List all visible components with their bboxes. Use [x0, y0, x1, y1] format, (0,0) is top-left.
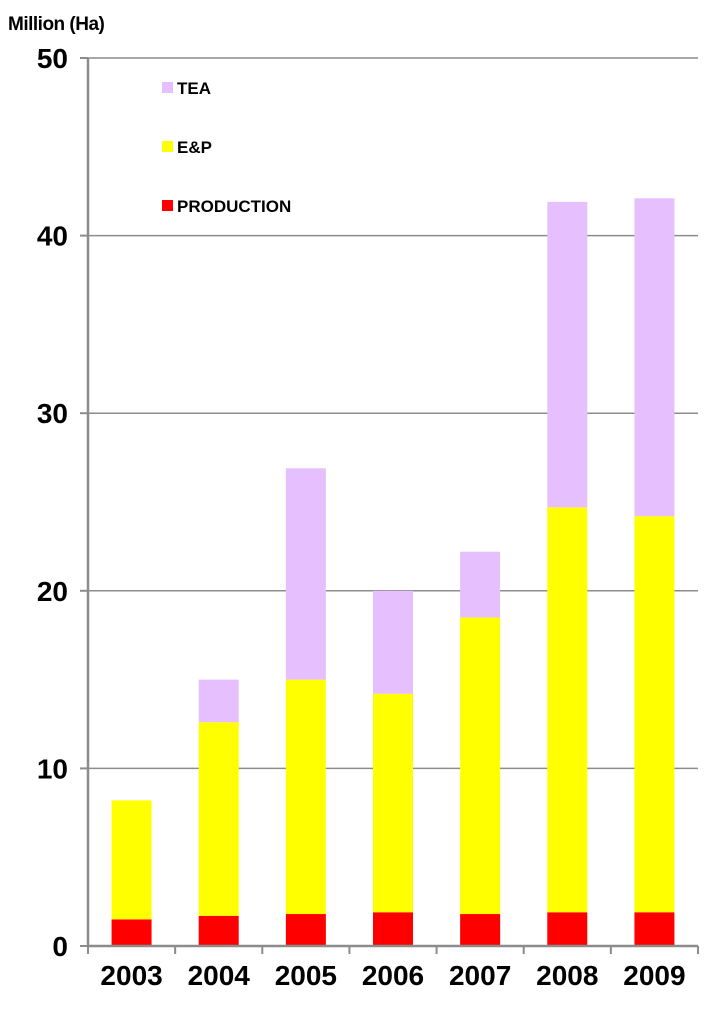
bar-tea-2009 — [634, 198, 675, 517]
bar-e-p-2009 — [634, 516, 675, 913]
y-axis-label: Million (Ha) — [8, 14, 105, 35]
legend-swatch-e-p — [162, 141, 173, 152]
bar-tea-2006 — [373, 590, 413, 694]
y-tick-label-50: 50 — [37, 43, 68, 74]
x-tick-label-2005: 2005 — [275, 960, 337, 991]
bar-tea-2008 — [547, 201, 588, 508]
bar-production-2006 — [373, 912, 413, 946]
legend-label-e-p: E&P — [177, 138, 212, 157]
y-tick-label-40: 40 — [37, 221, 68, 252]
bar-production-2003 — [111, 919, 152, 946]
legend-label-production: PRODUCTION — [177, 197, 291, 216]
bar-production-2004 — [198, 915, 239, 946]
bar-tea-2007 — [460, 551, 501, 618]
bar-tea-2005 — [285, 468, 326, 680]
bar-e-p-2008 — [547, 507, 588, 913]
legend-swatch-tea — [162, 82, 173, 93]
x-tick-label-2003: 2003 — [100, 960, 162, 991]
legend-label-tea: TEA — [177, 79, 211, 98]
y-tick-label-30: 30 — [37, 398, 68, 429]
bar-production-2009 — [634, 912, 675, 946]
bar-production-2007 — [460, 914, 501, 946]
bar-e-p-2005 — [285, 679, 326, 915]
bar-e-p-2006 — [373, 693, 413, 913]
x-tick-label-2008: 2008 — [536, 960, 598, 991]
y-tick-labels: 0 10 20 30 40 50 — [37, 43, 68, 962]
x-tick-labels: 2003 2004 2005 2006 2007 2008 2009 — [100, 960, 685, 991]
bar-e-p-2004 — [198, 722, 239, 916]
y-tick-label-0: 0 — [52, 931, 68, 962]
x-tick-label-2007: 2007 — [449, 960, 511, 991]
x-tick-label-2009: 2009 — [623, 960, 685, 991]
bars — [111, 198, 675, 946]
bar-e-p-2003 — [111, 800, 152, 920]
bar-tea-2004 — [198, 679, 239, 723]
gridlines — [80, 57, 698, 947]
bar-e-p-2007 — [460, 617, 501, 915]
x-tick-label-2006: 2006 — [362, 960, 424, 991]
axes — [86, 58, 699, 954]
bar-production-2005 — [285, 914, 326, 946]
y-tick-label-20: 20 — [37, 576, 68, 607]
y-tick-label-10: 10 — [37, 753, 68, 784]
bar-production-2008 — [547, 912, 588, 946]
legend: TEA E&P PRODUCTION — [162, 79, 291, 216]
legend-swatch-production — [162, 200, 173, 211]
x-tick-label-2004: 2004 — [188, 960, 251, 991]
